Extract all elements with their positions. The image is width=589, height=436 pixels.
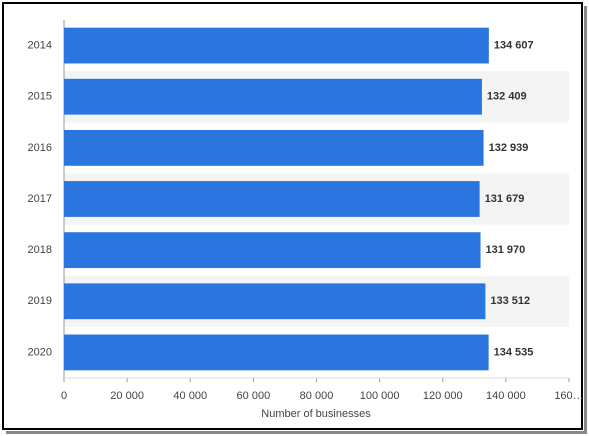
bar [64,78,482,115]
x-tick-label: 100 000 [360,390,400,402]
x-tick-label: 0 [61,390,67,402]
bar [64,27,489,64]
frame-shadow [6,431,587,434]
value-label: 132 939 [489,142,529,154]
x-tick-label: 140 000 [486,390,526,402]
x-tick-label: 40 000 [173,390,207,402]
y-tick-label: 2018 [28,244,52,256]
plot: 0 20 000 40 000 60 000 80 000 100 000 120 000 1… [28,20,584,402]
y-tick-label: 2015 [28,91,52,103]
frame-shadow [584,6,587,432]
bar [64,181,480,217]
bar [64,232,481,269]
y-tick-label: 2020 [28,346,52,358]
y-tick-label: 2014 [28,39,52,51]
y-tick-label: 2016 [28,142,52,154]
value-label: 133 512 [490,295,530,307]
y-tick-label: 2019 [28,295,52,307]
x-tick-label: 80 000 [300,390,334,402]
bar [64,334,489,371]
value-label: 132 409 [487,91,527,103]
x-tick-label: 160… [554,390,583,402]
value-label: 131 679 [485,193,525,205]
x-axis-label: Number of businesses [261,408,371,420]
value-label: 134 607 [494,39,534,51]
value-label: 131 970 [486,244,526,256]
bar [64,129,484,166]
x-tick-label: 60 000 [237,390,271,402]
value-label: 134 535 [494,346,534,358]
x-tick-label: 120 000 [423,390,463,402]
x-tick-label: 20 000 [110,390,144,402]
y-tick-label: 2017 [28,193,52,205]
bar [64,283,486,320]
